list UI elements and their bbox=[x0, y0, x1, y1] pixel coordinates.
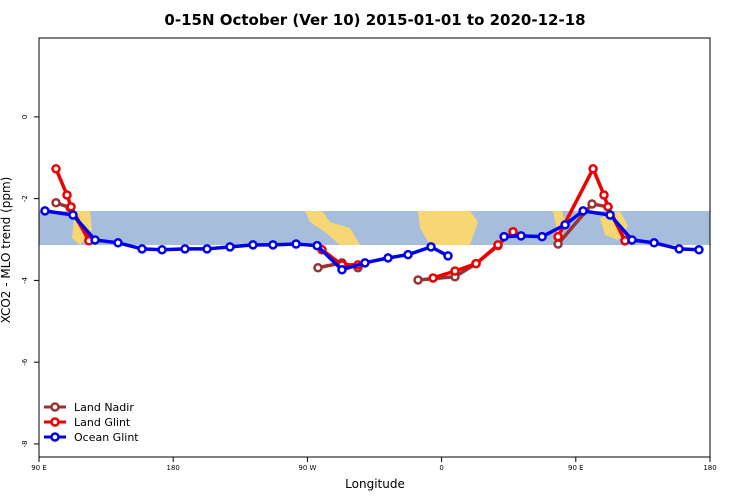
legend-label: Land Nadir bbox=[74, 401, 134, 414]
point bbox=[605, 210, 615, 220]
point bbox=[649, 238, 659, 248]
point bbox=[471, 258, 481, 269]
point bbox=[516, 231, 526, 241]
point bbox=[443, 251, 453, 261]
point bbox=[553, 239, 563, 249]
point bbox=[90, 235, 100, 245]
point bbox=[428, 273, 438, 283]
point bbox=[553, 231, 563, 242]
y-tick-label: -4 bbox=[21, 276, 29, 284]
legend-marker bbox=[50, 417, 60, 427]
x-tick-label: 90 E bbox=[31, 464, 47, 472]
y-tick-label: -2 bbox=[21, 195, 29, 202]
point bbox=[291, 239, 301, 249]
point bbox=[413, 275, 423, 285]
point bbox=[493, 240, 503, 250]
point bbox=[588, 164, 598, 174]
point bbox=[508, 227, 518, 237]
x-tick-label: 90 E bbox=[568, 464, 584, 472]
point bbox=[40, 206, 50, 216]
point bbox=[337, 265, 347, 275]
point bbox=[113, 238, 123, 248]
x-axis-label: Longitude bbox=[345, 477, 405, 491]
point bbox=[312, 240, 322, 251]
x-tick-label: 90 W bbox=[298, 464, 316, 472]
point bbox=[537, 231, 547, 242]
plot-frame bbox=[38, 37, 711, 458]
point bbox=[499, 231, 509, 242]
point bbox=[51, 197, 61, 208]
point bbox=[202, 244, 212, 254]
point bbox=[426, 242, 436, 252]
point bbox=[587, 199, 597, 209]
y-tick-label: -8 bbox=[21, 440, 29, 447]
point bbox=[383, 253, 393, 263]
legend-label: Land Glint bbox=[74, 416, 131, 429]
y-axis-label: XCO2 - MLO trend (ppm) bbox=[0, 177, 13, 324]
point bbox=[225, 242, 235, 252]
point bbox=[694, 244, 704, 255]
point bbox=[180, 244, 190, 254]
point bbox=[578, 206, 588, 216]
chart-title: 0-15N October (Ver 10) 2015-01-01 to 202… bbox=[164, 11, 585, 29]
legend-marker bbox=[50, 432, 60, 442]
point bbox=[450, 266, 460, 276]
point bbox=[68, 210, 78, 220]
x-tick-label: 180 bbox=[703, 464, 716, 472]
y-tick-label: -6 bbox=[21, 358, 29, 366]
point bbox=[603, 202, 613, 212]
point bbox=[268, 240, 278, 250]
map-band bbox=[39, 211, 710, 245]
point bbox=[51, 164, 61, 174]
point bbox=[157, 244, 167, 255]
legend-marker bbox=[50, 402, 60, 412]
point bbox=[599, 190, 609, 200]
point bbox=[248, 240, 258, 250]
point bbox=[360, 258, 370, 268]
point bbox=[137, 244, 147, 254]
point bbox=[627, 235, 637, 245]
x-tick-label: 0 bbox=[439, 464, 443, 472]
point bbox=[674, 244, 684, 254]
point bbox=[560, 220, 570, 230]
point bbox=[313, 262, 323, 273]
y-tick-label: 0 bbox=[21, 115, 29, 119]
legend-label: Ocean Glint bbox=[74, 431, 139, 444]
point bbox=[62, 190, 72, 200]
point bbox=[66, 202, 76, 212]
point bbox=[403, 249, 413, 260]
x-tick-label: 180 bbox=[167, 464, 180, 472]
